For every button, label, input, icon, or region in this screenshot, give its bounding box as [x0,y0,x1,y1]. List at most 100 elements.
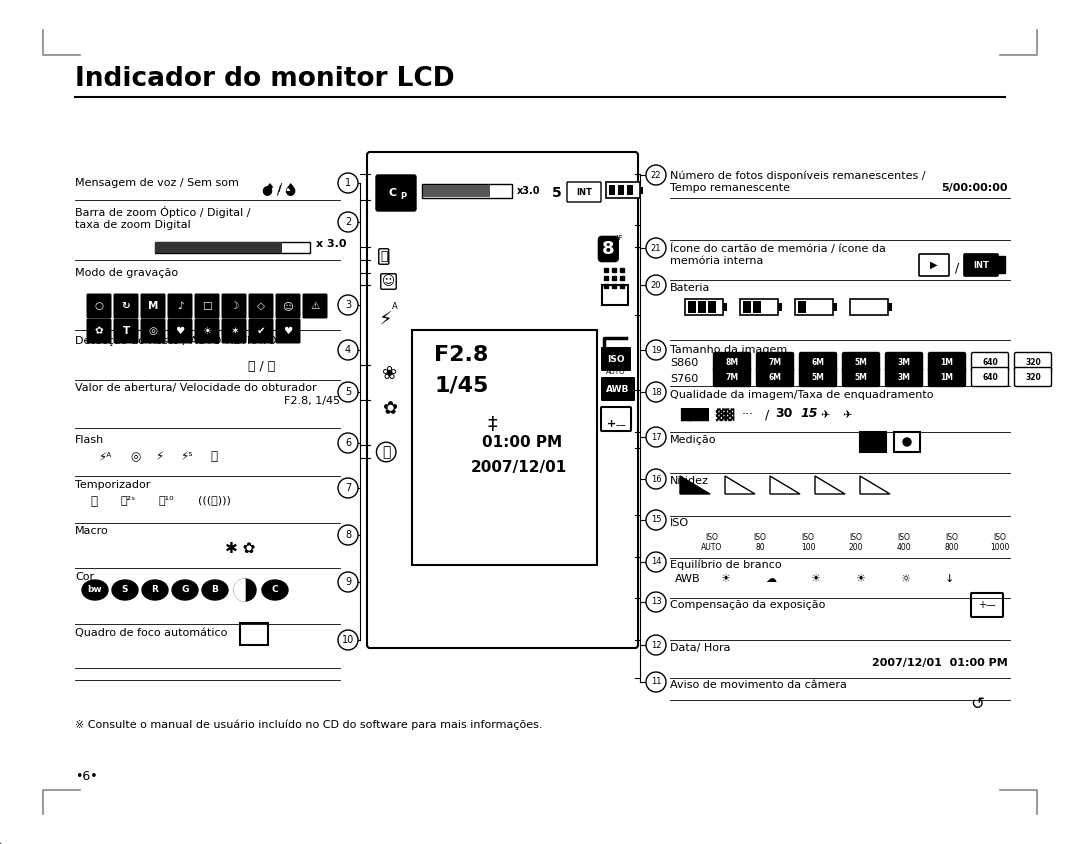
Text: 3: 3 [345,300,351,310]
Text: 21: 21 [651,244,661,252]
Text: 320: 320 [1025,358,1041,366]
Text: ※ Consulte o manual de usuário incluído no CD do software para mais informações.: ※ Consulte o manual de usuário incluído … [75,720,542,731]
Text: 7: 7 [345,483,351,493]
FancyBboxPatch shape [1014,367,1052,387]
FancyBboxPatch shape [600,407,631,431]
Text: F2.8: F2.8 [434,345,488,365]
Text: Aviso de movimento da câmera: Aviso de movimento da câmera [670,680,847,690]
Text: 30: 30 [775,407,793,420]
Text: 640: 640 [982,358,998,366]
Text: 14: 14 [651,558,661,566]
Text: 1M: 1M [941,372,954,381]
Text: 2007/12/01: 2007/12/01 [471,460,567,475]
Text: S760: S760 [670,374,699,384]
Text: ISO
80: ISO 80 [754,533,767,552]
Text: Tamanho da imagem: Tamanho da imagem [670,345,787,355]
FancyBboxPatch shape [842,367,879,387]
Circle shape [338,478,357,498]
FancyBboxPatch shape [929,353,966,371]
Bar [606,182,640,198]
Text: M: M [148,301,158,311]
Text: Macro: Macro [75,526,109,536]
Polygon shape [770,476,800,494]
FancyBboxPatch shape [886,367,922,387]
Bar [833,303,837,311]
Text: ☺: ☺ [382,275,395,288]
Polygon shape [680,476,710,494]
Text: ███: ███ [680,408,708,421]
Text: 9: 9 [345,577,351,587]
Bar [708,301,716,313]
Bar [888,303,892,311]
Text: ISO
1000: ISO 1000 [990,533,1010,552]
Text: ▶: ▶ [930,260,937,270]
Text: 320: 320 [1025,372,1041,381]
Text: Flash: Flash [75,435,105,445]
Text: ☽: ☽ [229,301,239,311]
Text: INT: INT [973,261,989,269]
Bar [798,301,806,313]
Text: Barra de zoom Óptico / Digital /
taxa de zoom Digital: Barra de zoom Óptico / Digital / taxa de… [75,206,251,230]
Text: 4: 4 [345,345,351,355]
Text: 10: 10 [342,635,354,645]
Circle shape [646,427,666,447]
Text: 6: 6 [345,438,351,448]
Text: ♪: ♪ [177,301,184,311]
Text: ✶: ✶ [230,326,239,336]
Text: 17: 17 [650,432,661,441]
Text: Modo de gravação: Modo de gravação [75,268,178,278]
Text: AWB: AWB [675,574,701,584]
Text: 18: 18 [650,387,661,397]
Text: ☼: ☼ [900,574,910,584]
Bar [723,303,727,311]
Ellipse shape [112,580,138,600]
FancyBboxPatch shape [567,182,600,202]
Circle shape [646,275,666,295]
Text: —: — [616,420,625,430]
Text: AUTO: AUTO [606,369,625,375]
Text: A: A [392,302,397,311]
FancyBboxPatch shape [194,318,219,344]
Text: ☁: ☁ [765,574,777,584]
Circle shape [646,552,666,572]
Text: Qualidade da imagem/Taxa de enquadramento: Qualidade da imagem/Taxa de enquadrament… [670,390,933,400]
Text: Tempo remanescente: Tempo remanescente [670,183,789,193]
Text: Número de fotos disponíveis remanescentes /: Número de fotos disponíveis remanescente… [670,170,926,181]
Text: S860: S860 [670,358,699,368]
FancyBboxPatch shape [194,294,219,318]
Text: ⌛²ˢ: ⌛²ˢ [120,495,135,505]
Text: ↺: ↺ [970,695,984,713]
Text: 1: 1 [345,178,351,188]
FancyBboxPatch shape [756,367,794,387]
FancyBboxPatch shape [964,254,998,276]
Text: ISO
400: ISO 400 [896,533,912,552]
Text: Ícone do cartão de memória / ícone da: Ícone do cartão de memória / ícone da [670,243,886,254]
Text: 640: 640 [982,372,998,381]
Ellipse shape [172,580,198,600]
FancyBboxPatch shape [919,254,949,276]
FancyBboxPatch shape [167,294,192,318]
Text: 8: 8 [602,240,615,258]
FancyBboxPatch shape [886,353,922,371]
Text: ✿: ✿ [382,400,397,418]
FancyBboxPatch shape [248,294,273,318]
FancyBboxPatch shape [1014,353,1052,371]
Text: Nitidez: Nitidez [670,476,708,486]
FancyBboxPatch shape [972,367,1009,387]
Text: 7M: 7M [726,372,739,381]
Text: (((⌛))): (((⌛))) [198,495,231,505]
Text: ⓢ / Ⓚ: ⓢ / Ⓚ [248,360,275,373]
Text: ☀: ☀ [855,574,865,584]
Bar [618,185,624,195]
Text: 20: 20 [651,280,661,289]
Text: ‡: ‡ [487,415,497,434]
Text: x 3.0: x 3.0 [316,239,347,249]
Bar [156,242,310,253]
Text: ♦ / ♦: ♦ / ♦ [265,183,296,193]
Text: ⓢ: ⓢ [380,250,388,263]
Polygon shape [860,476,890,494]
Text: 8: 8 [345,530,351,540]
Text: F2.8, 1/45: F2.8, 1/45 [284,396,340,406]
Text: ISO
800: ISO 800 [945,533,959,552]
Text: 19: 19 [651,345,661,354]
